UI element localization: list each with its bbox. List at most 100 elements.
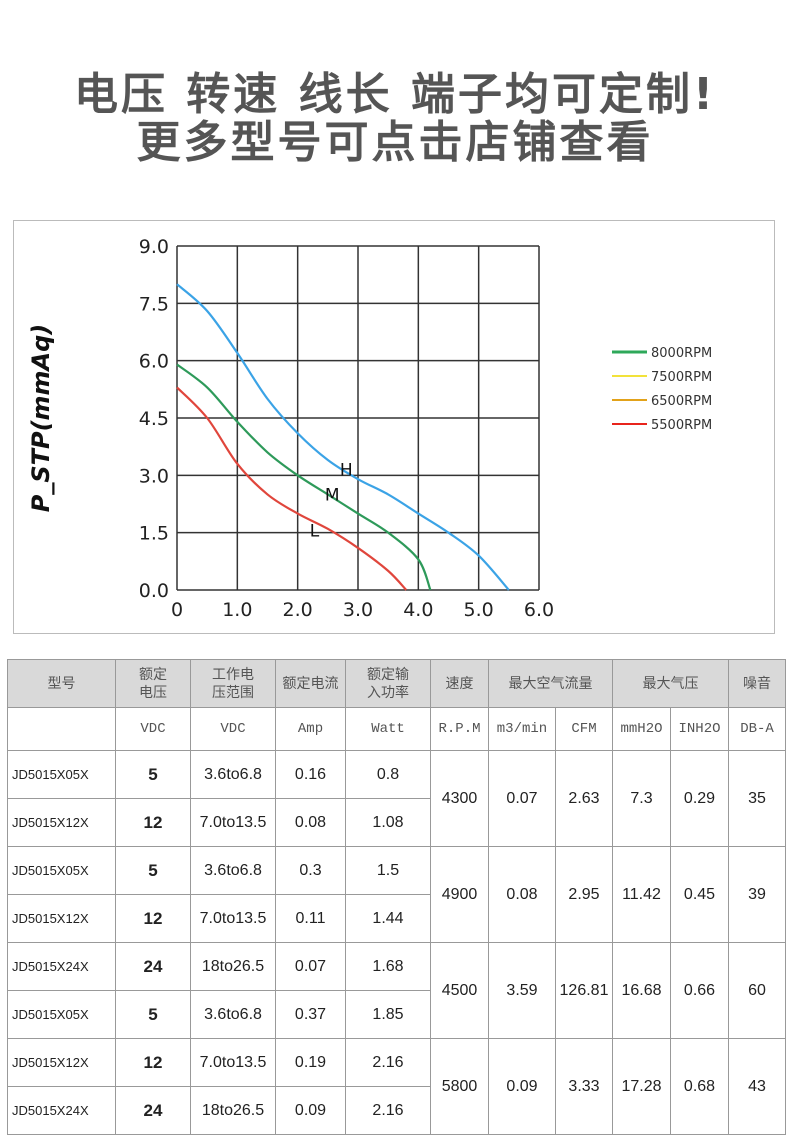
power-cell: 1.5 — [345, 846, 431, 895]
rpm-cell: 5800 — [430, 1038, 489, 1135]
noise-cell: 39 — [728, 846, 786, 943]
voltage-range-cell: 3.6to6.8 — [190, 990, 276, 1039]
rated-voltage-cell: 5 — [115, 846, 191, 895]
curve-label-M: M — [325, 485, 340, 505]
unit-cell: VDC — [190, 707, 276, 751]
table-row: JD5015X12X 12 7.0to13.5 0.11 1.44 — [7, 894, 786, 943]
legend-label: 7500RPM — [651, 370, 712, 385]
rated-voltage-cell: 12 — [115, 798, 191, 847]
power-cell: 1.08 — [345, 798, 431, 847]
voltage-range-cell: 3.6to6.8 — [190, 846, 276, 895]
noise-cell: 60 — [728, 942, 786, 1039]
power-cell: 2.16 — [345, 1038, 431, 1087]
unit-cell: Amp — [275, 707, 346, 751]
promo-title-line1: 电压 转速 线长 端子均可定制! — [73, 69, 717, 120]
y-tick-label: 3.0 — [139, 465, 169, 487]
table-row: JD5015X05X 5 3.6to6.8 0.3 1.5 4900 0.08 2.95 11.… — [7, 846, 786, 943]
airflow-m3-cell: 0.07 — [488, 750, 556, 847]
table-row: JD5015X24X 24 18to26.5 0.09 2.16 — [7, 1086, 786, 1135]
unit-cell: VDC — [115, 707, 191, 751]
airflow-cfm-cell: 3.33 — [555, 1038, 613, 1135]
airflow-m3-cell: 3.59 — [488, 942, 556, 1039]
current-cell: 0.11 — [275, 894, 346, 943]
model-cell: JD5015X12X — [7, 894, 116, 943]
unit-cell: INH2O — [670, 707, 729, 751]
unit-row: VDC VDC Amp Watt R.P.M m3/min CFM mmH2O INH2O DB-… — [7, 707, 786, 751]
table-row: JD5015X05X 5 3.6to6.8 0.37 1.85 — [7, 990, 786, 1039]
y-tick-label: 4.5 — [139, 408, 169, 430]
x-tick-label: 2.0 — [283, 599, 313, 621]
pressure-inh2o-cell: 0.66 — [670, 942, 729, 1039]
y-axis-label: P_STP(mmAq) — [27, 324, 55, 513]
curve-label-H: H — [340, 461, 353, 481]
table-row: JD5015X05X 5 3.6to6.8 0.16 0.8 4300 0.07 2.63 7.… — [7, 750, 786, 847]
pressure-inh2o-cell: 0.68 — [670, 1038, 729, 1135]
unit-cell: R.P.M — [430, 707, 489, 751]
model-cell: JD5015X24X — [7, 942, 116, 991]
x-tick-label: 1.0 — [222, 599, 252, 621]
rpm-cell: 4500 — [430, 942, 489, 1039]
table-row: JD5015X12X 12 7.0to13.5 0.19 2.16 5800 0.09 3.3… — [7, 1038, 786, 1135]
legend-label: 6500RPM — [651, 394, 712, 409]
header-cell: 工作电 压范围 — [190, 659, 276, 708]
pressure-mmh2o-cell: 11.42 — [612, 846, 671, 943]
x-tick-label: 4.0 — [403, 599, 433, 621]
x-tick-label: 6.0 — [524, 599, 554, 621]
y-tick-label: 6.0 — [139, 351, 169, 373]
rpm-cell: 4900 — [430, 846, 489, 943]
legend-label: 8000RPM — [651, 346, 712, 361]
pressure-curve-chart: 0 1.0 2.0 3.0 4.0 5.0 6.0 0.0 1.5 3.0 4.5 6.0 7.5 9.0… — [13, 220, 775, 634]
y-tick-label: 9.0 — [139, 236, 169, 258]
header-cell: 最大气压 — [612, 659, 729, 708]
pressure-mmh2o-cell: 17.28 — [612, 1038, 671, 1135]
power-cell: 1.44 — [345, 894, 431, 943]
airflow-m3-cell: 0.09 — [488, 1038, 556, 1135]
unit-cell: mmH2O — [612, 707, 671, 751]
header-cell: 速度 — [430, 659, 489, 708]
rated-voltage-cell: 24 — [115, 942, 191, 991]
model-cell: JD5015X05X — [7, 750, 116, 799]
rated-voltage-cell: 12 — [115, 1038, 191, 1087]
unit-cell: m3/min — [488, 707, 556, 751]
current-cell: 0.19 — [275, 1038, 346, 1087]
current-cell: 0.07 — [275, 942, 346, 991]
header-cell: 最大空气流量 — [488, 659, 613, 708]
power-cell: 1.68 — [345, 942, 431, 991]
header-cell: 额定输 入功率 — [345, 659, 431, 708]
current-cell: 0.09 — [275, 1086, 346, 1135]
voltage-range-cell: 3.6to6.8 — [190, 750, 276, 799]
noise-cell: 35 — [728, 750, 786, 847]
rated-voltage-cell: 24 — [115, 1086, 191, 1135]
power-cell: 1.85 — [345, 990, 431, 1039]
rated-voltage-cell: 12 — [115, 894, 191, 943]
model-cell: JD5015X12X — [7, 1038, 116, 1087]
header-cell: 型号 — [7, 659, 116, 708]
y-tick-label: 0.0 — [139, 580, 169, 602]
rated-voltage-cell: 5 — [115, 750, 191, 799]
x-tick-label: 0 — [171, 599, 183, 621]
model-cell: JD5015X05X — [7, 846, 116, 895]
airflow-cfm-cell: 2.63 — [555, 750, 613, 847]
rpm-cell: 4300 — [430, 750, 489, 847]
airflow-m3-cell: 0.08 — [488, 846, 556, 943]
pressure-inh2o-cell: 0.29 — [670, 750, 729, 847]
y-tick-label: 7.5 — [139, 293, 169, 315]
airflow-cfm-cell: 2.95 — [555, 846, 613, 943]
spec-table: 型号 额定 电压 工作电 压范围 额定电流 额定输 入功率 速度 最大空气流量 最大气压 噪音 VDC V… — [7, 659, 786, 1135]
current-cell: 0.08 — [275, 798, 346, 847]
curve-M — [176, 363, 432, 591]
pressure-mmh2o-cell: 7.3 — [612, 750, 671, 847]
x-tick-label: 5.0 — [464, 599, 494, 621]
model-cell: JD5015X12X — [7, 798, 116, 847]
noise-cell: 43 — [728, 1038, 786, 1135]
legend-label: 5500RPM — [651, 418, 712, 433]
unit-cell: Watt — [345, 707, 431, 751]
power-cell: 0.8 — [345, 750, 431, 799]
header-cell: 噪音 — [728, 659, 786, 708]
current-cell: 0.16 — [275, 750, 346, 799]
pressure-inh2o-cell: 0.45 — [670, 846, 729, 943]
curve-L — [176, 386, 408, 591]
pressure-mmh2o-cell: 16.68 — [612, 942, 671, 1039]
promo-title-line2: 更多型号可点击店铺查看 — [136, 117, 654, 168]
header-cell: 额定 电压 — [115, 659, 191, 708]
